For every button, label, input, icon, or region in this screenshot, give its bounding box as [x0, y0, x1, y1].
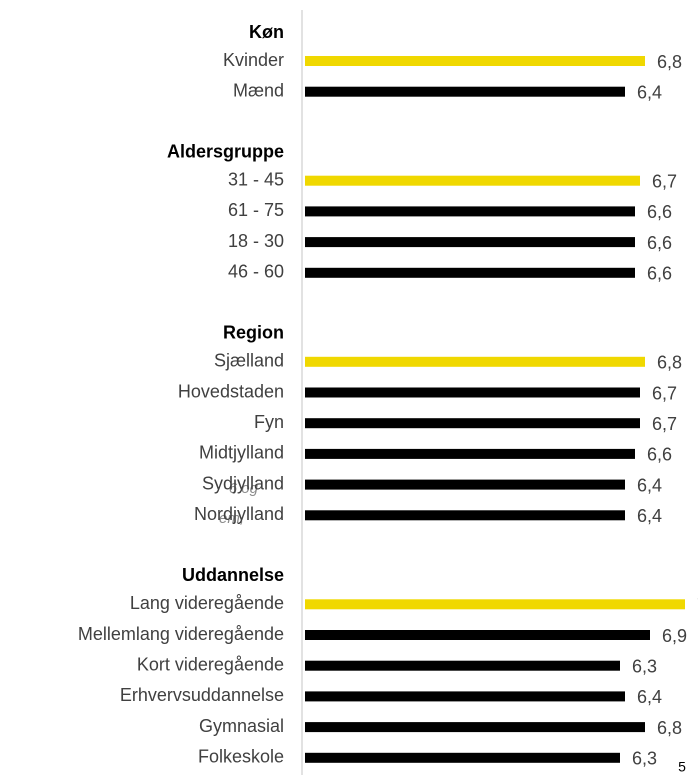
value-label: 6,6	[647, 233, 672, 253]
value-label: 6,8	[657, 353, 682, 373]
value-label: 6,4	[637, 687, 662, 707]
bar	[305, 630, 650, 640]
group-title: Region	[223, 323, 284, 343]
category-label: Folkeskole	[198, 747, 284, 767]
bar	[305, 510, 625, 521]
bar	[305, 387, 640, 398]
category-label: Sydjylland	[202, 473, 284, 493]
bar	[305, 356, 645, 367]
value-label: 6,6	[647, 445, 672, 465]
bar	[305, 86, 625, 97]
value-label: 6,6	[647, 202, 672, 222]
category-label: Mænd	[233, 80, 284, 100]
bar	[305, 448, 635, 459]
group-title: Aldersgruppe	[167, 141, 284, 161]
bar	[305, 418, 640, 429]
category-label: Mellemlang videregående	[78, 624, 284, 644]
page-number: 5	[678, 759, 686, 775]
side-text: 6 og	[229, 480, 259, 497]
bar	[305, 267, 635, 278]
value-label: 6,8	[657, 52, 682, 72]
group-title: Uddannelse	[182, 565, 284, 585]
value-label: 6,9	[662, 626, 687, 646]
value-label: 6,7	[652, 383, 677, 403]
category-label: Lang videregående	[130, 593, 284, 613]
category-label: Fyn	[254, 412, 284, 432]
value-label: 6,3	[632, 749, 657, 769]
bar	[305, 752, 620, 763]
bar	[305, 175, 640, 186]
bar	[305, 237, 635, 248]
value-label: 6,4	[637, 506, 662, 526]
category-label: Erhvervsuddannelse	[120, 685, 284, 705]
category-label: Sjælland	[214, 351, 284, 371]
bar	[305, 479, 625, 490]
value-label: 6,4	[637, 475, 662, 495]
category-label: 18 - 30	[228, 231, 284, 251]
value-label: 6,7	[652, 171, 677, 191]
category-label: 46 - 60	[228, 262, 284, 282]
category-label: Gymnasial	[199, 716, 284, 736]
value-label: 6,4	[637, 82, 662, 102]
category-label: Nordjylland	[194, 504, 284, 524]
side-text: em,	[219, 510, 244, 527]
category-label: 31 - 45	[228, 169, 284, 189]
category-label: Midtjylland	[199, 443, 284, 463]
category-label: Kort videregående	[137, 654, 284, 674]
bar	[305, 660, 620, 671]
category-label: 61 - 75	[228, 200, 284, 220]
bar	[305, 206, 635, 217]
value-label: 6,7	[652, 414, 677, 434]
value-label: 6,8	[657, 718, 682, 738]
bar	[305, 722, 645, 733]
category-label: Hovedstaden	[178, 381, 284, 401]
bar	[305, 599, 685, 610]
category-label: Kvinder	[223, 50, 284, 70]
bar	[305, 56, 645, 66]
value-label: 6,3	[632, 656, 657, 676]
value-label: 6,6	[647, 264, 672, 284]
bar	[305, 691, 625, 702]
group-title: Køn	[249, 22, 284, 42]
